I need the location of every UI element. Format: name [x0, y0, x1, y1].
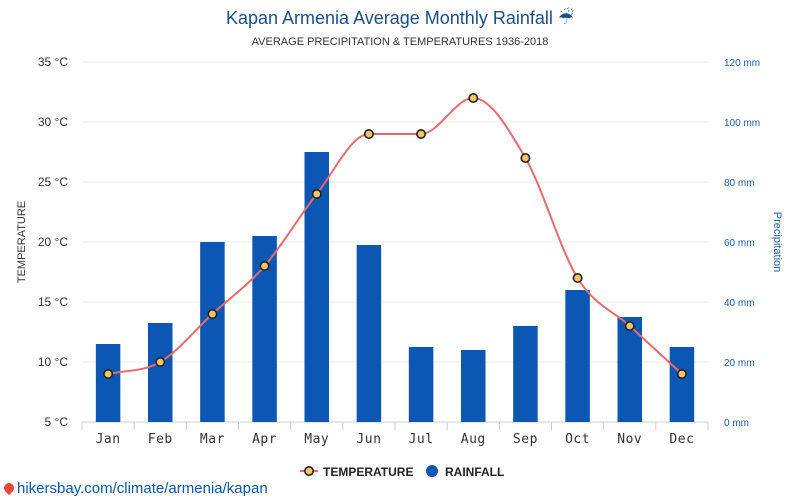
x-tick-label: Dec	[669, 432, 694, 447]
y-right-tick-label: 60 mm	[724, 238, 755, 249]
rainfall-bar	[408, 347, 434, 422]
rainfall-bar	[356, 245, 382, 422]
x-tick-label: Jul	[409, 432, 434, 447]
temperature-point	[363, 129, 374, 140]
temperature-point	[416, 129, 427, 140]
x-tick-label: Jun	[356, 432, 381, 447]
temperature-point	[520, 153, 531, 164]
rainfall-bar	[669, 347, 695, 422]
map-pin-icon	[1, 480, 17, 496]
x-tick-label: Sep	[513, 432, 538, 447]
y-left-tick-label: 15 °C	[38, 295, 68, 309]
x-tick-label: Nov	[617, 432, 642, 447]
chart-title-text: Kapan Armenia Average Monthly Rainfall	[225, 8, 553, 28]
y-left-axis-title: TEMPERATURE	[16, 201, 28, 283]
umbrella-rain-icon: ☔	[557, 8, 575, 28]
legend-temperature-marker	[303, 465, 314, 476]
y-right-tick-label: 100 mm	[724, 118, 760, 129]
x-tick-label: Jan	[96, 432, 121, 447]
source-link-text[interactable]: hikersbay.com/climate/armenia/kapan	[17, 480, 268, 497]
x-tick-label: Oct	[565, 432, 590, 447]
rainfall-bar	[200, 242, 225, 422]
temperature-point	[103, 368, 114, 379]
y-left-tick-label: 25 °C	[38, 175, 68, 189]
y-right-tick-label: 80 mm	[724, 178, 755, 189]
legend-temperature-label: TEMPERATURE	[323, 465, 413, 479]
legend-rainfall-label: RAINFALL	[445, 465, 504, 479]
rainfall-bar	[95, 344, 121, 422]
x-tick-label: Feb	[148, 432, 173, 447]
y-left-tick-label: 35 °C	[38, 55, 68, 69]
source-link[interactable]: hikersbay.com/climate/armenia/kapan	[1, 480, 268, 497]
chart-title: Kapan Armenia Average Monthly Rainfall ☔	[0, 8, 800, 29]
temperature-point	[468, 93, 479, 104]
x-tick-label: May	[304, 432, 329, 447]
temperature-point	[207, 308, 218, 319]
temperature-point	[311, 189, 322, 200]
y-left-tick-label: 5 °C	[45, 415, 69, 429]
rainfall-bar	[460, 350, 486, 422]
y-right-tick-label: 120 mm	[724, 58, 760, 69]
chart-subtitle: AVERAGE PRECIPITATION & TEMPERATURES 193…	[251, 36, 549, 48]
y-left-tick-label: 30 °C	[38, 115, 68, 129]
legend-rainfall-marker	[426, 465, 438, 477]
x-tick-label: Aug	[461, 432, 486, 447]
temperature-point	[624, 320, 635, 331]
rainfall-bar	[565, 290, 590, 422]
rainfall-bar	[147, 323, 173, 422]
y-right-axis-title: Precipitation	[771, 212, 783, 273]
rainfall-bar	[513, 326, 538, 422]
temperature-line	[107, 96, 683, 375]
temperature-point	[572, 272, 583, 283]
x-tick-label: Apr	[252, 432, 277, 447]
y-left-tick-label: 10 °C	[38, 355, 68, 369]
y-right-tick-label: 40 mm	[724, 298, 755, 309]
y-right-tick-label: 20 mm	[724, 358, 755, 369]
temperature-point	[155, 356, 166, 367]
x-tick-label: Mar	[200, 432, 225, 447]
temperature-point	[259, 260, 270, 271]
y-right-tick-label: 0 mm	[724, 418, 749, 429]
temperature-point	[676, 368, 687, 379]
y-left-tick-label: 20 °C	[38, 235, 68, 249]
